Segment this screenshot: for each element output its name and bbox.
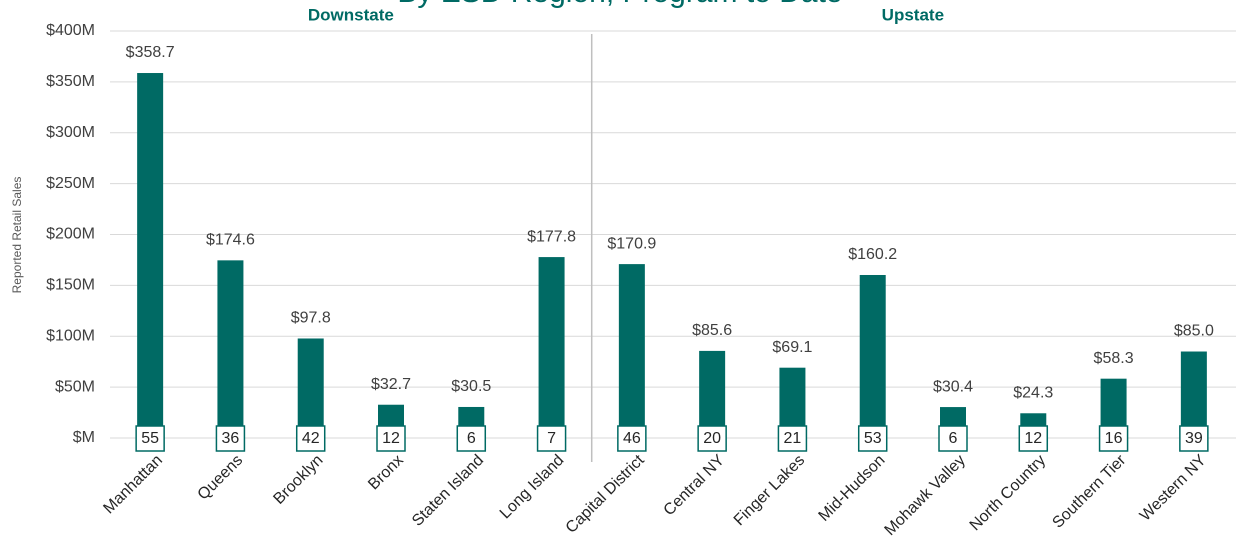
y-axis-label: Reported Retail Sales bbox=[10, 177, 24, 294]
y-tick-label: $250M bbox=[46, 175, 95, 192]
count-label: 53 bbox=[864, 430, 882, 447]
count-label: 16 bbox=[1105, 430, 1123, 447]
count-label: 12 bbox=[1024, 430, 1042, 447]
data-label: $69.1 bbox=[772, 339, 812, 356]
count-box bbox=[1018, 425, 1049, 452]
bar bbox=[1180, 351, 1207, 438]
bar bbox=[618, 264, 645, 438]
count-label: 6 bbox=[949, 430, 958, 447]
count-box bbox=[697, 425, 727, 452]
x-tick-label: Staten Island bbox=[409, 452, 487, 530]
count-box bbox=[215, 425, 246, 452]
x-tick-label: Southern Tier bbox=[1049, 451, 1129, 531]
data-label: $24.3 bbox=[1013, 384, 1053, 401]
data-label: $85.6 bbox=[692, 322, 732, 339]
count-label: 7 bbox=[547, 430, 556, 447]
data-label: $30.5 bbox=[451, 378, 491, 395]
bar bbox=[699, 350, 726, 438]
data-label: $58.3 bbox=[1094, 350, 1134, 367]
x-tick-label: North Country bbox=[967, 452, 1049, 534]
count-box bbox=[295, 425, 326, 452]
count-box bbox=[857, 425, 888, 452]
count-label: 36 bbox=[222, 430, 240, 447]
y-tick-label: $200M bbox=[46, 226, 95, 243]
y-tick-label: $350M bbox=[46, 73, 95, 90]
count-box bbox=[376, 425, 406, 452]
y-tick-label: $150M bbox=[46, 277, 95, 294]
count-box bbox=[1179, 425, 1209, 452]
count-box bbox=[456, 425, 487, 452]
x-tick-label: Bronx bbox=[365, 452, 407, 494]
x-tick-label: Mohawk Valley bbox=[882, 452, 969, 539]
data-label: $358.7 bbox=[126, 44, 175, 61]
count-label: 12 bbox=[382, 430, 400, 447]
group-label: Downstate bbox=[308, 5, 394, 24]
x-tick-label: Finger Lakes bbox=[731, 452, 808, 529]
y-tick-label: $M bbox=[73, 429, 95, 446]
data-label: $30.4 bbox=[933, 378, 973, 395]
group-label: Upstate bbox=[882, 5, 944, 24]
bar bbox=[859, 274, 886, 438]
count-box bbox=[777, 425, 808, 452]
bar bbox=[217, 260, 244, 438]
data-label: $160.2 bbox=[848, 246, 897, 263]
x-tick-label: Brooklyn bbox=[270, 452, 326, 508]
data-label: $170.9 bbox=[607, 235, 656, 252]
x-tick-label: Long Island bbox=[497, 452, 568, 523]
count-label: 55 bbox=[141, 430, 159, 447]
x-tick-label: Queens bbox=[195, 452, 247, 504]
y-tick-label: $50M bbox=[55, 378, 95, 395]
y-tick-label: $300M bbox=[46, 124, 95, 141]
bar bbox=[297, 338, 324, 438]
count-label: 20 bbox=[703, 430, 721, 447]
x-tick-label: Mid-Hudson bbox=[816, 452, 889, 525]
count-box bbox=[536, 425, 567, 452]
data-label: $32.7 bbox=[371, 376, 411, 393]
count-box bbox=[938, 425, 968, 452]
count-label: 6 bbox=[467, 430, 476, 447]
count-label: 46 bbox=[623, 430, 641, 447]
data-label: $85.0 bbox=[1174, 323, 1214, 340]
data-label: $174.6 bbox=[206, 232, 255, 249]
count-box bbox=[1098, 425, 1129, 452]
count-box bbox=[617, 425, 647, 452]
data-label: $97.8 bbox=[291, 310, 331, 327]
x-tick-label: Manhattan bbox=[100, 452, 165, 517]
chart-title: By ESD Region, Program to Date bbox=[397, 0, 842, 9]
count-box bbox=[135, 425, 165, 452]
bar bbox=[137, 73, 164, 438]
y-tick-label: $400M bbox=[46, 22, 95, 39]
x-tick-label: Capital District bbox=[563, 451, 648, 536]
bar bbox=[538, 257, 565, 438]
count-label: 21 bbox=[784, 430, 802, 447]
x-tick-label: Central NY bbox=[661, 452, 729, 520]
x-tick-label: Western NY bbox=[1137, 452, 1210, 525]
count-label: 39 bbox=[1185, 430, 1203, 447]
y-tick-label: $100M bbox=[46, 327, 95, 344]
data-label: $177.8 bbox=[527, 228, 576, 245]
count-label: 42 bbox=[302, 430, 320, 447]
